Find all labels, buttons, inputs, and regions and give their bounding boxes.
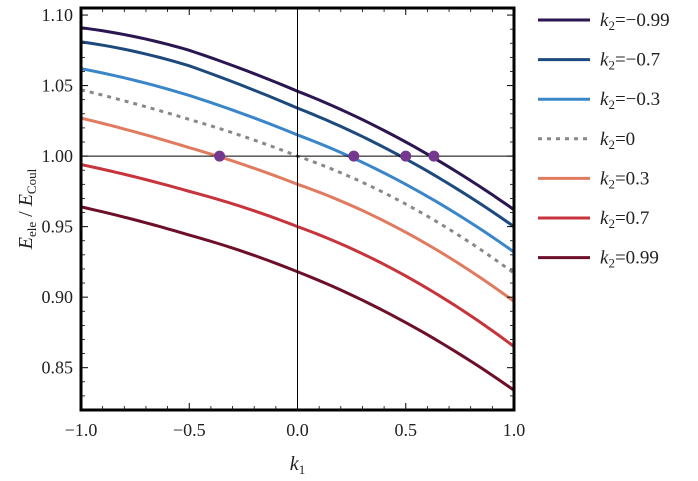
y-tick-label: 1.00 <box>42 146 74 166</box>
y-tick-label: 1.10 <box>42 5 74 25</box>
x-axis-label: k1 <box>290 453 305 477</box>
y-axis-label: Eele / ECoul <box>15 168 39 250</box>
legend-label-6: k2=0.99 <box>600 248 659 271</box>
legend: k2=−0.99 k2=−0.7 k2=−0.3 k2=0 k2=0.3 k2=0.7 k2… <box>538 10 670 271</box>
legend-label-3: k2=0 <box>600 129 635 152</box>
legend-label-4: k2=0.3 <box>600 168 649 191</box>
y-axis: 0.85 0.90 0.95 1.00 1.05 1.10 <box>42 5 514 397</box>
legend-label-2: k2=−0.3 <box>600 89 660 112</box>
reference-lines <box>81 8 514 410</box>
marker-point-0 <box>214 150 226 162</box>
legend-label-5: k2=0.7 <box>600 208 649 231</box>
marker-point-1 <box>348 150 360 162</box>
x-tick-label: −0.5 <box>173 420 206 440</box>
marker-point-3 <box>428 150 440 162</box>
x-tick-label: −1.0 <box>65 420 98 440</box>
x-tick-label: 0.5 <box>395 420 418 440</box>
marker-layer <box>214 150 440 162</box>
y-tick-label: 0.90 <box>42 287 74 307</box>
x-tick-label: 0.0 <box>286 420 309 440</box>
y-tick-label: 0.95 <box>42 217 74 237</box>
y-tick-label: 1.05 <box>42 76 74 96</box>
x-tick-label: 1.0 <box>503 420 526 440</box>
y-tick-label: 0.85 <box>42 358 74 378</box>
marker-point-2 <box>400 150 412 162</box>
legend-label-1: k2=−0.7 <box>600 50 660 73</box>
legend-label-0: k2=−0.99 <box>600 10 670 33</box>
x-axis: −1.0 −0.5 0.0 0.5 1.0 <box>65 8 526 440</box>
